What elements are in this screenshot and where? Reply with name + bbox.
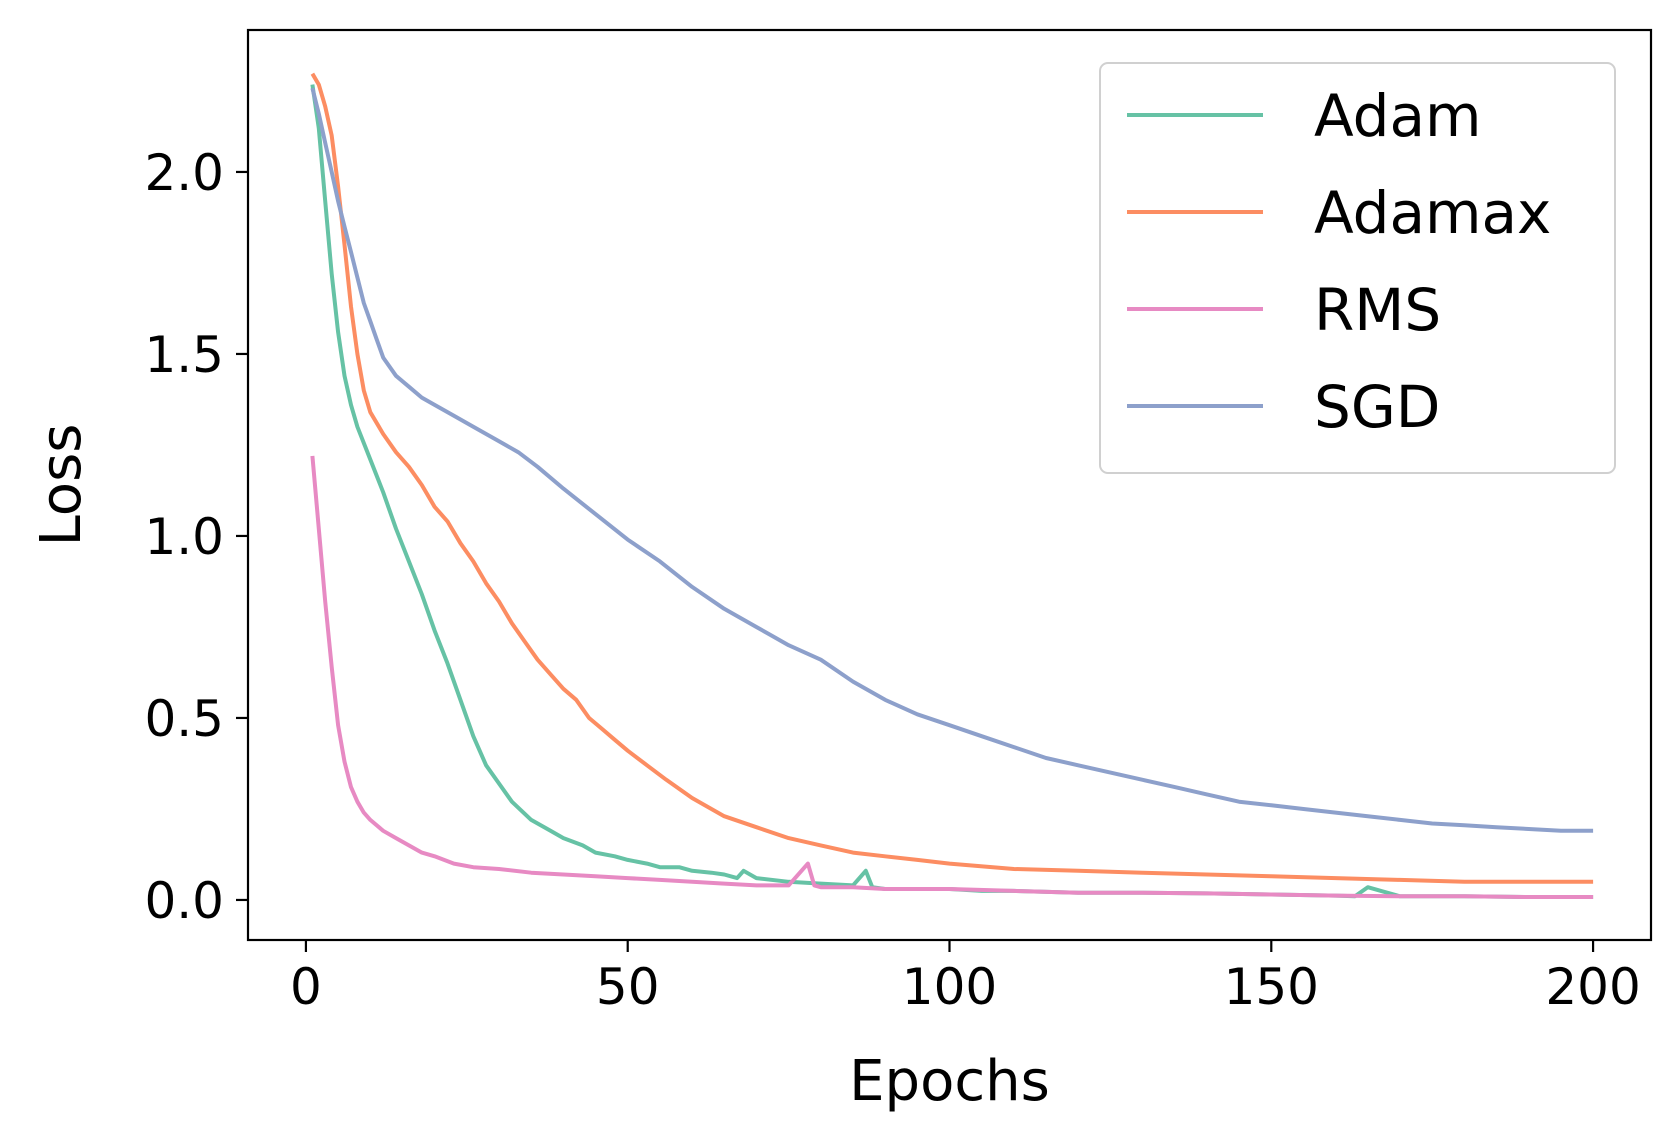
x-tick-label: 0 <box>290 958 322 1016</box>
y-tick-label: 1.0 <box>144 508 224 566</box>
y-tick-label: 0.5 <box>144 690 224 748</box>
legend-item-adamax: Adamax <box>1127 179 1551 247</box>
legend-label: RMS <box>1314 276 1441 344</box>
y-tick-label: 0.0 <box>144 872 224 930</box>
legend-item-rms: RMS <box>1127 276 1441 344</box>
legend-item-adam: Adam <box>1127 82 1482 150</box>
legend-items: Adam Adamax RMS SGD <box>1127 82 1551 441</box>
x-axis-label: Epochs <box>849 1049 1050 1114</box>
y-tick-label: 1.5 <box>144 326 224 384</box>
plot-frame <box>246 28 1653 942</box>
legend-box <box>1099 62 1616 474</box>
series-line-sgd <box>310 87 1594 833</box>
ticks-layer: 0 50 100 150 200 0.0 0.5 1.0 1.5 2.0 <box>144 144 1640 1016</box>
legend-label: SGD <box>1314 373 1440 441</box>
series-line-adamax <box>310 72 1594 884</box>
series-layer <box>310 72 1594 899</box>
x-tick-label: 100 <box>902 958 997 1016</box>
legend-label: Adam <box>1314 82 1482 150</box>
x-tick-label: 150 <box>1224 958 1319 1016</box>
series-line-rms <box>310 455 1594 899</box>
y-axis-label: Loss <box>29 424 94 547</box>
y-tick-label: 2.0 <box>144 144 224 202</box>
legend: Adam Adamax RMS SGD <box>1099 62 1616 474</box>
x-tick-label: 50 <box>596 958 660 1016</box>
legend-label: Adamax <box>1314 179 1551 247</box>
x-tick-label: 200 <box>1545 958 1640 1016</box>
legend-item-sgd: SGD <box>1127 373 1440 441</box>
